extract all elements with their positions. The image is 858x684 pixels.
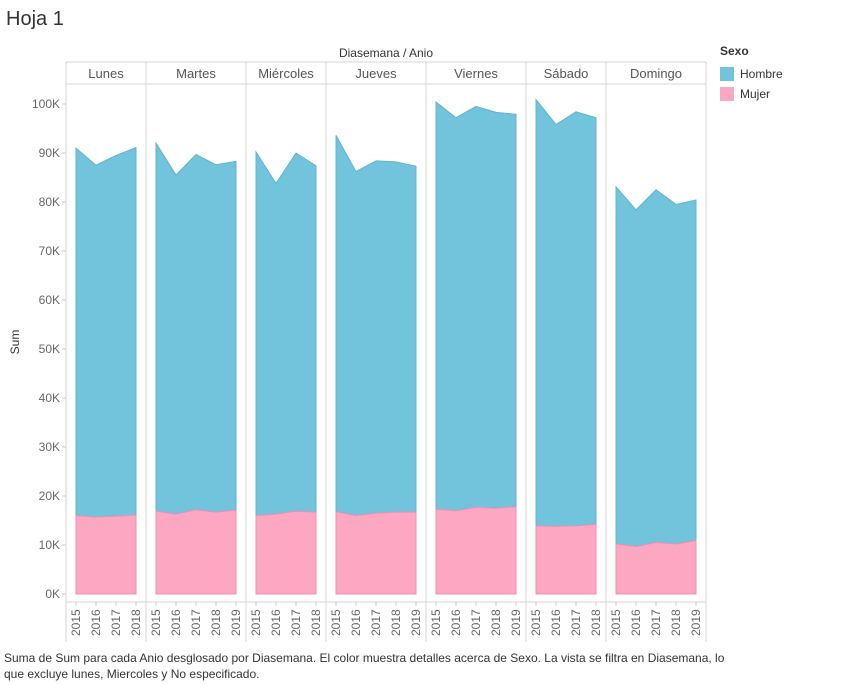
area-hombre-viernes [435, 101, 517, 512]
x-tick-label: 2015 [149, 609, 163, 636]
x-tick-label: 2017 [649, 609, 663, 636]
x-tick-label: 2016 [89, 609, 103, 636]
legend-label-hombre: Hombre [740, 67, 783, 81]
x-tick-label: 2019 [509, 609, 523, 636]
panel-header-jueves: Jueves [355, 66, 397, 81]
x-tick-label: 2017 [189, 609, 203, 636]
x-tick-label: 2018 [389, 609, 403, 636]
area-mujer-jueves [335, 511, 417, 595]
x-tick-label: 2015 [69, 609, 83, 636]
x-tick-label: 2019 [689, 609, 703, 636]
panel-header-martes: Martes [176, 66, 216, 81]
area-mujer-martes [155, 509, 237, 595]
x-tick-label: 2019 [229, 609, 243, 636]
x-tick-label: 2015 [429, 609, 443, 636]
panel-header-viernes: Viernes [454, 66, 498, 81]
x-tick-label: 2017 [369, 609, 383, 636]
x-tick-label: 2015 [249, 609, 263, 636]
x-tick-label: 2017 [289, 609, 303, 636]
y-tick-label: 30K [39, 440, 60, 454]
area-hombre-domingo [615, 185, 697, 547]
y-tick-label: 80K [39, 195, 60, 209]
area-mujer-lunes [75, 514, 137, 595]
x-tick-label: 2016 [349, 609, 363, 636]
y-tick-label: 40K [39, 391, 60, 405]
area-hombre-lunes [75, 146, 137, 518]
area-mujer-domingo [615, 539, 697, 595]
x-tick-label: 2017 [109, 609, 123, 636]
x-tick-label: 2018 [129, 609, 143, 636]
x-tick-label: 2017 [569, 609, 583, 636]
panel-header-lunes: Lunes [88, 66, 124, 81]
y-tick-label: 10K [39, 538, 60, 552]
x-tick-label: 2017 [469, 609, 483, 636]
x-tick-label: 2019 [409, 609, 423, 636]
x-tick-label: 2015 [529, 609, 543, 636]
x-tick-label: 2016 [449, 609, 463, 636]
x-tick-label: 2016 [629, 609, 643, 636]
x-tick-label: 2018 [669, 609, 683, 636]
y-tick-label: 60K [39, 293, 60, 307]
x-tick-label: 2018 [589, 609, 603, 636]
x-tick-label: 2018 [309, 609, 323, 636]
sheet-title: Hoja 1 [6, 8, 64, 30]
area-hombre-martes [155, 141, 237, 515]
x-tick-label: 2016 [549, 609, 563, 636]
legend-title: Sexo [720, 44, 749, 58]
panel-header-sabado: Sábado [544, 66, 589, 81]
column-header-title: Diasemana / Anio [339, 46, 433, 60]
y-tick-label: 0K [45, 587, 60, 601]
y-tick-label: 70K [39, 244, 60, 258]
chart-caption: Suma de Sum para cada Anio desglosado po… [4, 651, 725, 681]
x-tick-label: 2018 [209, 609, 223, 636]
panel-header-miercoles: Miércoles [258, 66, 314, 81]
y-tick-label: 100K [32, 97, 60, 111]
y-axis-title: Sum [8, 330, 22, 355]
area-hombre-miercoles [255, 150, 317, 517]
legend-label-mujer: Mujer [740, 87, 771, 101]
x-tick-label: 2015 [329, 609, 343, 636]
area-hombre-jueves [335, 135, 417, 517]
area-mujer-sabado [535, 523, 597, 595]
area-mujer-miercoles [255, 510, 317, 595]
area-hombre-sabado [535, 98, 597, 527]
area-mujer-viernes [435, 506, 517, 595]
legend-swatch-mujer [720, 87, 734, 101]
legend-item-hombre[interactable]: Hombre [720, 64, 783, 84]
y-tick-label: 50K [39, 342, 60, 356]
x-tick-label: 2016 [269, 609, 283, 636]
x-tick-label: 2016 [169, 609, 183, 636]
legend-swatch-hombre [720, 67, 734, 81]
legend: Sexo Hombre Mujer [720, 44, 783, 104]
panel-header-domingo: Domingo [630, 66, 682, 81]
x-tick-label: 2018 [489, 609, 503, 636]
y-tick-label: 90K [39, 146, 60, 160]
legend-item-mujer[interactable]: Mujer [720, 84, 783, 104]
y-tick-label: 20K [39, 489, 60, 503]
x-tick-label: 2015 [609, 609, 623, 636]
